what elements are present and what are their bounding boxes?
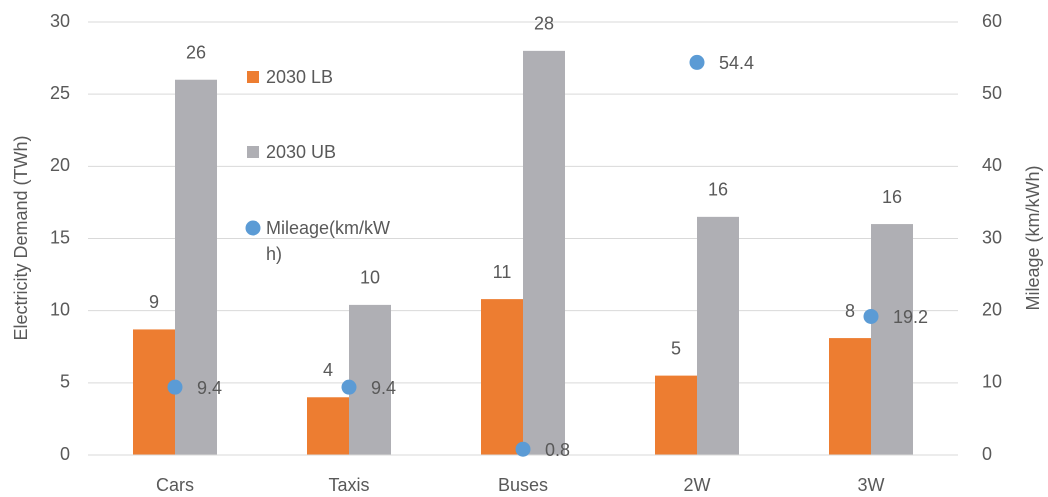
legend-label: Mileage(km/kWh) xyxy=(266,218,391,264)
y-axis-title: Electricity Demand (TWh) xyxy=(11,135,31,340)
data-label: 16 xyxy=(708,180,728,200)
y2-tick-label: 0 xyxy=(982,444,992,464)
x-tick-label: 3W xyxy=(858,475,885,495)
data-label: 11 xyxy=(493,262,512,282)
legend-entry: 2030 UB xyxy=(266,142,337,162)
point xyxy=(341,379,357,395)
bar xyxy=(697,216,739,455)
y-tick-label: 30 xyxy=(50,11,70,31)
legend-label: 2030 UB xyxy=(266,142,337,162)
x-tick-label: Cars xyxy=(156,475,194,495)
bar xyxy=(175,79,217,455)
data-label: 26 xyxy=(186,42,206,62)
bar xyxy=(871,224,913,455)
bar xyxy=(523,50,565,455)
x-tick-label: 2W xyxy=(684,475,711,495)
data-label: 10 xyxy=(360,268,380,288)
x-tick-label: Taxis xyxy=(328,475,369,495)
x-tick-label: Buses xyxy=(498,475,548,495)
y2-tick-label: 30 xyxy=(982,227,1002,247)
bar xyxy=(829,338,871,455)
data-label: 5 xyxy=(671,338,681,358)
point xyxy=(167,379,183,395)
point xyxy=(689,54,705,70)
bar xyxy=(349,304,391,455)
y-tick-label: 10 xyxy=(50,299,70,319)
point xyxy=(863,308,879,324)
bar xyxy=(655,375,697,455)
y2-tick-label: 40 xyxy=(982,155,1002,175)
y2-tick-label: 50 xyxy=(982,83,1002,103)
y2-tick-label: 60 xyxy=(982,11,1002,31)
data-label: 9.4 xyxy=(197,378,222,398)
legend-label: 2030 LB xyxy=(266,67,334,87)
y-tick-label: 20 xyxy=(50,155,70,175)
legend-entry: 2030 LB xyxy=(266,67,334,87)
legend-marker xyxy=(245,220,261,236)
y2-tick-label: 20 xyxy=(982,299,1002,319)
legend-marker xyxy=(247,146,259,158)
data-label: 9.4 xyxy=(371,378,396,398)
y2-axis-title: Mileage (km/kWh) xyxy=(1023,165,1043,310)
legend-marker xyxy=(247,71,259,83)
point xyxy=(515,441,531,457)
bar xyxy=(133,329,175,455)
data-label: 54.4 xyxy=(719,53,754,73)
bar xyxy=(307,397,349,455)
data-label: 0.8 xyxy=(545,440,570,460)
y-tick-label: 25 xyxy=(50,83,70,103)
data-label: 9 xyxy=(149,292,159,312)
y-tick-label: 0 xyxy=(60,444,70,464)
y2-tick-label: 10 xyxy=(982,372,1002,392)
data-label: 4 xyxy=(323,360,333,380)
data-label: 28 xyxy=(534,14,554,34)
y-tick-label: 5 xyxy=(60,372,70,392)
bar xyxy=(481,299,523,455)
data-label: 19.2 xyxy=(893,307,928,327)
legend-entry: Mileage(km/kWh) xyxy=(266,218,391,264)
data-label: 8 xyxy=(845,301,855,321)
data-label: 16 xyxy=(882,187,902,207)
y-tick-label: 15 xyxy=(50,227,70,247)
